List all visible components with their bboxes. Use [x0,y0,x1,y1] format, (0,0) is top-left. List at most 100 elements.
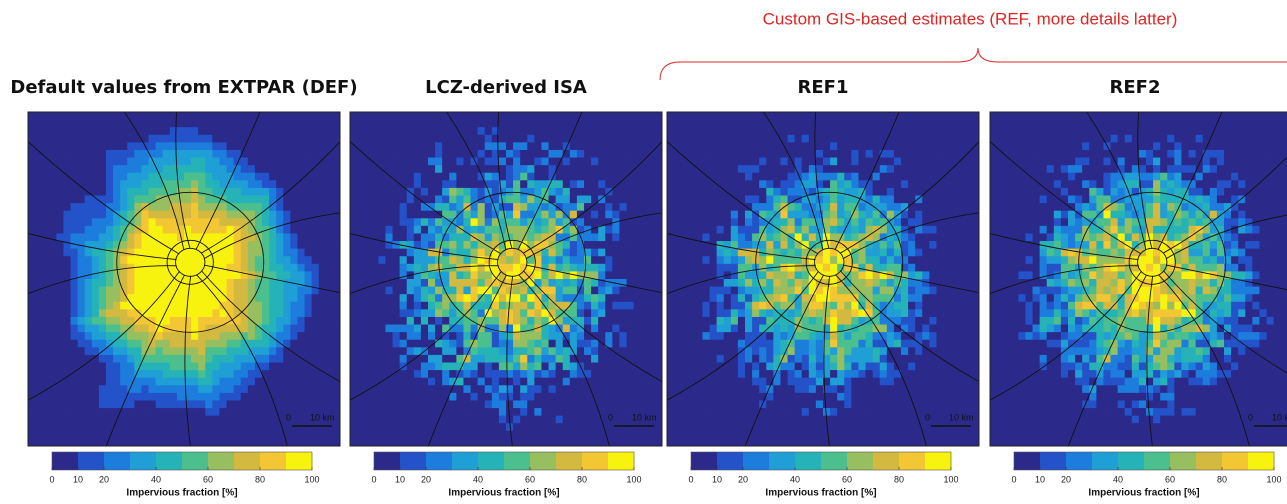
map-cell [350,370,357,378]
map-cell [506,264,513,272]
map-cell [248,347,255,355]
map-cell [350,203,357,211]
map-cell [795,340,802,348]
map-cell [520,340,527,348]
map-cell [120,120,127,128]
map-cell [816,135,823,143]
map-cell [205,112,212,120]
map-cell [120,385,127,393]
map-cell [627,241,634,249]
map-cell [788,180,795,188]
map-cell [485,393,492,401]
map-cell [766,408,773,416]
map-cell [442,158,449,166]
map-cell [534,249,541,257]
map-cell [319,218,326,226]
map-cell [357,347,364,355]
map-cell [681,423,688,431]
map-cell [407,378,414,386]
map-cell [549,287,556,295]
map-cell [421,355,428,363]
map-cell [695,431,702,439]
map-cell [717,256,724,264]
map-cell [421,196,428,204]
map-cell [92,218,99,226]
map-cell [435,340,442,348]
map-cell [667,158,674,166]
map-cell [556,264,563,272]
map-cell [28,294,35,302]
map-cell [269,294,276,302]
map-cell [400,385,407,393]
map-cell [400,142,407,150]
map-cell [534,188,541,196]
map-cell [191,340,198,348]
map-cell [35,173,42,181]
map-cell [541,438,548,446]
map-cell [357,385,364,393]
map-cell [269,370,276,378]
map-cell [71,256,78,264]
map-cell [717,423,724,431]
map-cell [442,165,449,173]
map-cell [234,142,241,150]
map-cell [205,355,212,363]
map-cell [745,302,752,310]
map-cell [549,211,556,219]
map-cell [816,120,823,128]
map-cell [241,325,248,333]
map-cell [492,173,499,181]
map-cell [99,309,106,317]
map-cell [414,438,421,446]
map-cell [283,241,290,249]
map-cell [655,150,662,158]
map-cell [35,294,42,302]
map-cell [627,431,634,439]
map-cell [350,302,357,310]
map-cell [120,241,127,249]
map-cell [248,135,255,143]
map-cell [371,438,378,446]
map-cell [378,226,385,234]
map-cell [471,385,478,393]
map-cell [106,226,113,234]
map-cell [156,142,163,150]
map-cell [414,287,421,295]
map-cell [549,165,556,173]
colorbar-tick-label: 60 [525,474,535,484]
map-cell [177,112,184,120]
map-cell [326,393,333,401]
map-cell [134,416,141,424]
map-cell [262,233,269,241]
map-cell [717,279,724,287]
map-cell [619,431,626,439]
map-cell [234,393,241,401]
map-cell [428,271,435,279]
map-cell [71,112,78,120]
map-cell [584,279,591,287]
map-cell [85,279,92,287]
map-cell [788,400,795,408]
map-cell [634,241,641,249]
map-cell [85,438,92,446]
map-cell [435,431,442,439]
map-cell [99,279,106,287]
map-cell [106,363,113,371]
map-cell [241,120,248,128]
map-cell [641,249,648,257]
map-cell [290,188,297,196]
map-cell [414,363,421,371]
map-cell [297,385,304,393]
map-cell [290,400,297,408]
map-cell [724,211,731,219]
map-cell [163,211,170,219]
map-cell [549,438,556,446]
map-cell [319,241,326,249]
map-cell [527,158,534,166]
map-cell [85,294,92,302]
map-cell [802,218,809,226]
map-cell [333,226,340,234]
map-cell [156,347,163,355]
map-cell [92,340,99,348]
map-cell [127,287,134,295]
